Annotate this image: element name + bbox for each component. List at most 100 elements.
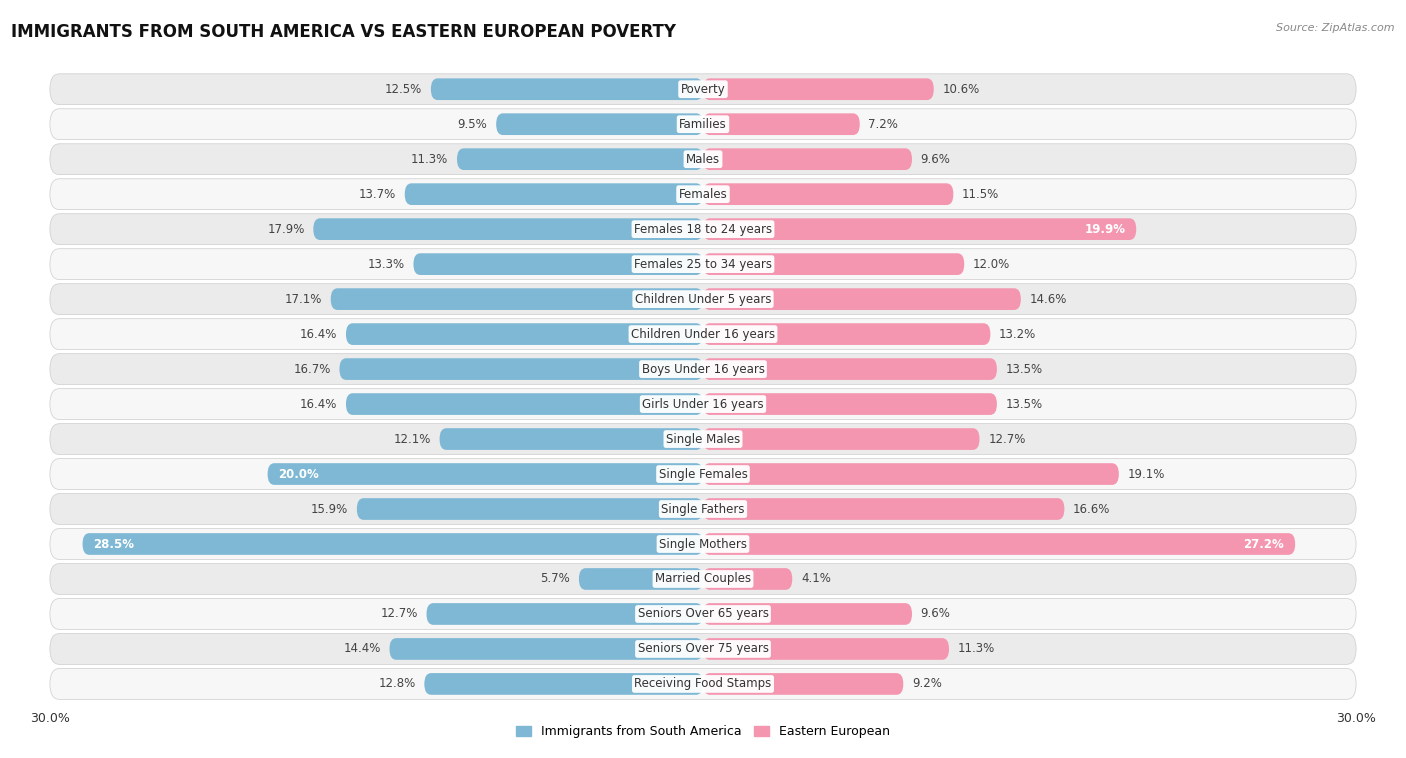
Text: Poverty: Poverty xyxy=(681,83,725,96)
FancyBboxPatch shape xyxy=(83,533,703,555)
Text: 14.6%: 14.6% xyxy=(1029,293,1067,305)
FancyBboxPatch shape xyxy=(49,564,1357,594)
FancyBboxPatch shape xyxy=(703,568,792,590)
FancyBboxPatch shape xyxy=(703,463,1119,485)
Text: 19.9%: 19.9% xyxy=(1084,223,1125,236)
FancyBboxPatch shape xyxy=(49,283,1357,315)
FancyBboxPatch shape xyxy=(49,459,1357,490)
Text: Single Mothers: Single Mothers xyxy=(659,537,747,550)
FancyBboxPatch shape xyxy=(579,568,703,590)
FancyBboxPatch shape xyxy=(703,218,1136,240)
Text: Girls Under 16 years: Girls Under 16 years xyxy=(643,398,763,411)
FancyBboxPatch shape xyxy=(267,463,703,485)
Legend: Immigrants from South America, Eastern European: Immigrants from South America, Eastern E… xyxy=(510,720,896,744)
Text: 12.7%: 12.7% xyxy=(381,607,418,621)
FancyBboxPatch shape xyxy=(426,603,703,625)
FancyBboxPatch shape xyxy=(703,253,965,275)
Text: 9.6%: 9.6% xyxy=(921,152,950,166)
FancyBboxPatch shape xyxy=(703,638,949,659)
FancyBboxPatch shape xyxy=(49,528,1357,559)
Text: 13.7%: 13.7% xyxy=(359,188,396,201)
Text: Married Couples: Married Couples xyxy=(655,572,751,585)
FancyBboxPatch shape xyxy=(703,359,997,380)
Text: 17.9%: 17.9% xyxy=(267,223,305,236)
Text: Children Under 5 years: Children Under 5 years xyxy=(634,293,772,305)
FancyBboxPatch shape xyxy=(339,359,703,380)
Text: Single Fathers: Single Fathers xyxy=(661,503,745,515)
Text: 9.2%: 9.2% xyxy=(912,678,942,691)
FancyBboxPatch shape xyxy=(405,183,703,205)
Text: 14.4%: 14.4% xyxy=(343,643,381,656)
FancyBboxPatch shape xyxy=(49,634,1357,664)
Text: Boys Under 16 years: Boys Under 16 years xyxy=(641,362,765,375)
FancyBboxPatch shape xyxy=(457,149,703,170)
FancyBboxPatch shape xyxy=(49,354,1357,384)
Text: 13.5%: 13.5% xyxy=(1005,398,1043,411)
Text: Single Females: Single Females xyxy=(658,468,748,481)
Text: 13.5%: 13.5% xyxy=(1005,362,1043,375)
FancyBboxPatch shape xyxy=(346,323,703,345)
Text: 12.8%: 12.8% xyxy=(378,678,416,691)
FancyBboxPatch shape xyxy=(314,218,703,240)
FancyBboxPatch shape xyxy=(496,114,703,135)
FancyBboxPatch shape xyxy=(49,74,1357,105)
FancyBboxPatch shape xyxy=(49,179,1357,209)
FancyBboxPatch shape xyxy=(330,288,703,310)
Text: 4.1%: 4.1% xyxy=(801,572,831,585)
Text: 12.0%: 12.0% xyxy=(973,258,1010,271)
FancyBboxPatch shape xyxy=(49,669,1357,700)
FancyBboxPatch shape xyxy=(49,424,1357,455)
Text: Seniors Over 65 years: Seniors Over 65 years xyxy=(637,607,769,621)
FancyBboxPatch shape xyxy=(49,493,1357,525)
FancyBboxPatch shape xyxy=(703,673,903,695)
Text: Females 25 to 34 years: Females 25 to 34 years xyxy=(634,258,772,271)
Text: IMMIGRANTS FROM SOUTH AMERICA VS EASTERN EUROPEAN POVERTY: IMMIGRANTS FROM SOUTH AMERICA VS EASTERN… xyxy=(11,23,676,41)
FancyBboxPatch shape xyxy=(49,144,1357,174)
FancyBboxPatch shape xyxy=(49,249,1357,280)
Text: 16.7%: 16.7% xyxy=(294,362,330,375)
FancyBboxPatch shape xyxy=(703,393,997,415)
Text: Females 18 to 24 years: Females 18 to 24 years xyxy=(634,223,772,236)
FancyBboxPatch shape xyxy=(703,533,1295,555)
FancyBboxPatch shape xyxy=(703,149,912,170)
Text: 7.2%: 7.2% xyxy=(869,117,898,130)
Text: Males: Males xyxy=(686,152,720,166)
Text: 16.4%: 16.4% xyxy=(299,327,337,340)
FancyBboxPatch shape xyxy=(430,78,703,100)
FancyBboxPatch shape xyxy=(703,114,859,135)
Text: Source: ZipAtlas.com: Source: ZipAtlas.com xyxy=(1277,23,1395,33)
Text: 16.6%: 16.6% xyxy=(1073,503,1111,515)
Text: 11.5%: 11.5% xyxy=(962,188,1000,201)
Text: 11.3%: 11.3% xyxy=(957,643,995,656)
Text: 12.1%: 12.1% xyxy=(394,433,430,446)
Text: 10.6%: 10.6% xyxy=(942,83,980,96)
Text: 13.3%: 13.3% xyxy=(367,258,405,271)
FancyBboxPatch shape xyxy=(703,603,912,625)
Text: 19.1%: 19.1% xyxy=(1128,468,1166,481)
FancyBboxPatch shape xyxy=(49,389,1357,419)
Text: 12.5%: 12.5% xyxy=(385,83,422,96)
Text: 15.9%: 15.9% xyxy=(311,503,349,515)
FancyBboxPatch shape xyxy=(703,428,980,450)
Text: Females: Females xyxy=(679,188,727,201)
Text: 20.0%: 20.0% xyxy=(278,468,319,481)
Text: 28.5%: 28.5% xyxy=(93,537,135,550)
FancyBboxPatch shape xyxy=(425,673,703,695)
Text: 16.4%: 16.4% xyxy=(299,398,337,411)
Text: Receiving Food Stamps: Receiving Food Stamps xyxy=(634,678,772,691)
FancyBboxPatch shape xyxy=(357,498,703,520)
FancyBboxPatch shape xyxy=(49,599,1357,629)
Text: 13.2%: 13.2% xyxy=(1000,327,1036,340)
Text: 12.7%: 12.7% xyxy=(988,433,1025,446)
Text: 9.6%: 9.6% xyxy=(921,607,950,621)
FancyBboxPatch shape xyxy=(346,393,703,415)
FancyBboxPatch shape xyxy=(413,253,703,275)
FancyBboxPatch shape xyxy=(49,318,1357,349)
FancyBboxPatch shape xyxy=(703,288,1021,310)
FancyBboxPatch shape xyxy=(440,428,703,450)
FancyBboxPatch shape xyxy=(703,78,934,100)
Text: 5.7%: 5.7% xyxy=(540,572,571,585)
Text: 27.2%: 27.2% xyxy=(1243,537,1284,550)
Text: Children Under 16 years: Children Under 16 years xyxy=(631,327,775,340)
FancyBboxPatch shape xyxy=(49,214,1357,245)
